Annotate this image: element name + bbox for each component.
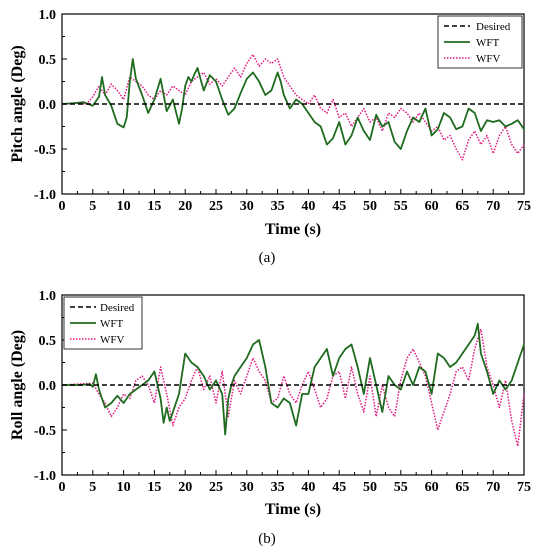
panel-caption: (a)	[259, 250, 276, 266]
y-axis-title: Roll angle (Deg)	[9, 330, 26, 440]
x-tick-label: 15	[147, 480, 161, 495]
x-tick-label: 30	[240, 199, 254, 214]
legend-label-wft: WFT	[476, 37, 500, 49]
x-tick-label: 75	[517, 199, 531, 214]
x-tick-label: 40	[301, 480, 315, 495]
y-tick-label: 1.0	[39, 289, 57, 304]
x-tick-label: 65	[455, 480, 469, 495]
x-tick-label: 45	[332, 199, 346, 214]
x-tick-label: 70	[486, 480, 500, 495]
y-axis-title: Pitch angle (Deg)	[9, 45, 26, 162]
legend-label-wfv: WFV	[100, 334, 125, 346]
x-axis-title: Time (s)	[265, 221, 321, 238]
legend: Desired WFT WFV	[437, 15, 523, 69]
x-tick-label: 30	[240, 480, 254, 495]
x-tick-label: 70	[486, 199, 500, 214]
ticks-layer: 0 5 10 15 20 25 30 35 40 45 50 55 60 65 70 75 1.0 0.5 0.0 -…	[34, 8, 531, 214]
x-tick-label: 35	[271, 199, 285, 214]
x-tick-label: 55	[394, 199, 408, 214]
x-tick-label: 50	[363, 199, 377, 214]
x-tick-label: 20	[178, 199, 192, 214]
x-tick-label: 0	[59, 480, 66, 495]
x-tick-label: 65	[455, 199, 469, 214]
x-tick-label: 75	[517, 480, 531, 495]
y-tick-label: -1.0	[34, 188, 56, 203]
y-tick-label: 0.0	[39, 98, 57, 113]
x-tick-label: 0	[59, 199, 66, 214]
x-tick-label: 45	[332, 480, 346, 495]
series-line-wft	[62, 322, 525, 436]
x-tick-label: 10	[117, 480, 131, 495]
y-tick-label: 1.0	[39, 8, 57, 23]
x-tick-label: 35	[271, 480, 285, 495]
y-tick-label: -1.0	[34, 469, 56, 484]
x-tick-label: 5	[89, 480, 96, 495]
y-tick-label: 0.0	[39, 379, 57, 394]
y-tick-label: -0.5	[34, 143, 56, 158]
pitch-angle-chart: 0 5 10 15 20 25 30 35 40 45 50 55 60 65 70 75 1.0 0.5 0.0 -…	[9, 8, 531, 266]
series-layer	[61, 322, 525, 447]
x-axis-title: Time (s)	[265, 501, 321, 518]
legend-label-wfv: WFV	[476, 53, 501, 65]
y-tick-label: 0.5	[39, 53, 57, 68]
roll-angle-chart: 0 5 10 15 20 25 30 35 40 45 50 55 60 65 70 75 1.0 0.5 0.0 -…	[9, 289, 531, 547]
x-tick-label: 60	[425, 199, 439, 214]
legend: Desired WFT WFV	[63, 296, 143, 350]
series-line-wfv	[61, 328, 525, 447]
x-tick-label: 10	[117, 199, 131, 214]
series-line-wft	[61, 58, 525, 150]
x-tick-label: 15	[147, 199, 161, 214]
ticks-layer: 0 5 10 15 20 25 30 35 40 45 50 55 60 65 70 75 1.0 0.5 0.0 -…	[34, 289, 531, 495]
panel-caption: (b)	[258, 531, 276, 547]
x-tick-label: 50	[363, 480, 377, 495]
legend-label-desired: Desired	[476, 21, 511, 33]
legend-label-wft: WFT	[100, 318, 124, 330]
x-tick-label: 55	[394, 480, 408, 495]
series-line-wfv	[61, 53, 525, 161]
x-tick-label: 5	[89, 199, 96, 214]
x-tick-label: 25	[209, 199, 223, 214]
x-tick-label: 20	[178, 480, 192, 495]
y-tick-label: -0.5	[34, 424, 56, 439]
series-layer	[61, 53, 525, 161]
legend-label-desired: Desired	[100, 302, 135, 314]
x-tick-label: 60	[425, 480, 439, 495]
y-tick-label: 0.5	[39, 334, 57, 349]
x-tick-label: 40	[301, 199, 315, 214]
x-tick-label: 25	[209, 480, 223, 495]
